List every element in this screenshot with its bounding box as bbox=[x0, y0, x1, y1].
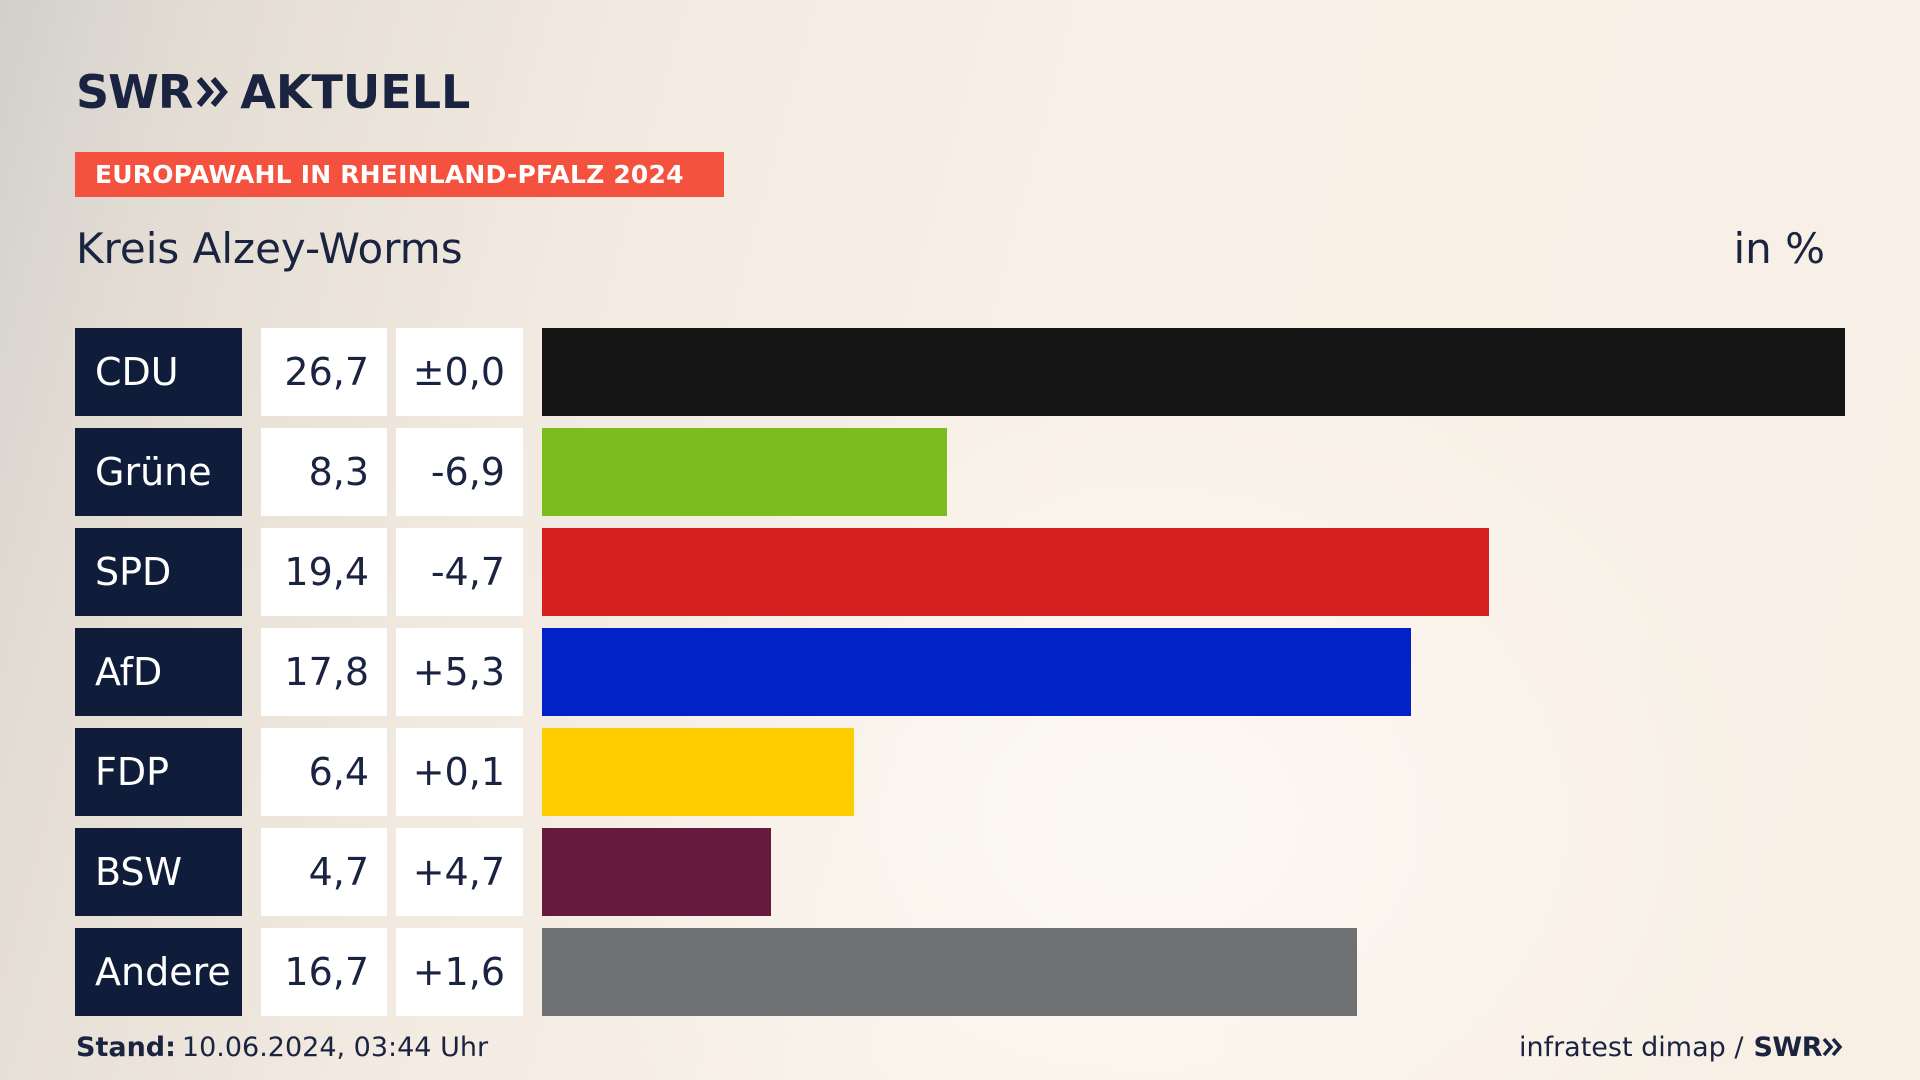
vote-share-label: 17,8 bbox=[261, 628, 387, 716]
result-row: CDU 26,7 ±0,0 bbox=[75, 328, 1845, 416]
chart-title: Kreis Alzey-Worms bbox=[76, 223, 463, 273]
result-bar bbox=[542, 728, 854, 816]
result-row: Grüne 8,3 -6,9 bbox=[75, 428, 1845, 516]
change-label: +0,1 bbox=[396, 728, 523, 816]
source-logo-text: SWR bbox=[1753, 1031, 1822, 1063]
party-label: AfD bbox=[75, 628, 242, 716]
vote-share-label: 4,7 bbox=[261, 828, 387, 916]
change-label: +1,6 bbox=[396, 928, 523, 1016]
result-bar bbox=[542, 528, 1489, 616]
result-row: AfD 17,8 +5,3 bbox=[75, 628, 1845, 716]
swr-aktuell-logo: SWR AKTUELL bbox=[76, 64, 470, 120]
change-label: ±0,0 bbox=[396, 328, 523, 416]
logo-product: AKTUELL bbox=[240, 65, 471, 119]
party-label: Andere bbox=[75, 928, 242, 1016]
election-banner: EUROPAWAHL IN RHEINLAND-PFALZ 2024 bbox=[75, 152, 724, 197]
double-chevron-icon bbox=[196, 75, 230, 109]
unit-label: in % bbox=[1733, 223, 1825, 273]
stand-value: 10.06.2024, 03:44 Uhr bbox=[181, 1031, 489, 1063]
result-bar bbox=[542, 628, 1411, 716]
change-label: -6,9 bbox=[396, 428, 523, 516]
vote-share-label: 8,3 bbox=[261, 428, 387, 516]
result-bar bbox=[542, 928, 1357, 1016]
stand-label: Stand: bbox=[76, 1031, 176, 1063]
small-double-chevron-icon bbox=[1822, 1037, 1843, 1057]
party-label: CDU bbox=[75, 328, 242, 416]
vote-share-label: 26,7 bbox=[261, 328, 387, 416]
result-row: BSW 4,7 +4,7 bbox=[75, 828, 1845, 916]
result-row: Andere 16,7 +1,6 bbox=[75, 928, 1845, 1016]
source-text: infratest dimap / bbox=[1518, 1031, 1744, 1063]
source-credit: infratest dimap / SWR bbox=[1519, 1030, 1844, 1064]
change-label: +5,3 bbox=[396, 628, 523, 716]
party-label: SPD bbox=[75, 528, 242, 616]
result-row: FDP 6,4 +0,1 bbox=[75, 728, 1845, 816]
result-row: SPD 19,4 -4,7 bbox=[75, 528, 1845, 616]
result-bar bbox=[542, 828, 771, 916]
result-bar bbox=[542, 328, 1845, 416]
logo-brand: SWR bbox=[76, 65, 193, 119]
timestamp: Stand: 10.06.2024, 03:44 Uhr bbox=[76, 1030, 488, 1064]
party-label: BSW bbox=[75, 828, 242, 916]
change-label: +4,7 bbox=[396, 828, 523, 916]
swr-small-logo: SWR bbox=[1753, 1032, 1844, 1063]
vote-share-label: 19,4 bbox=[261, 528, 387, 616]
vote-share-label: 16,7 bbox=[261, 928, 387, 1016]
party-label: FDP bbox=[75, 728, 242, 816]
result-bar bbox=[542, 428, 947, 516]
party-label: Grüne bbox=[75, 428, 242, 516]
change-label: -4,7 bbox=[396, 528, 523, 616]
vote-share-label: 6,4 bbox=[261, 728, 387, 816]
